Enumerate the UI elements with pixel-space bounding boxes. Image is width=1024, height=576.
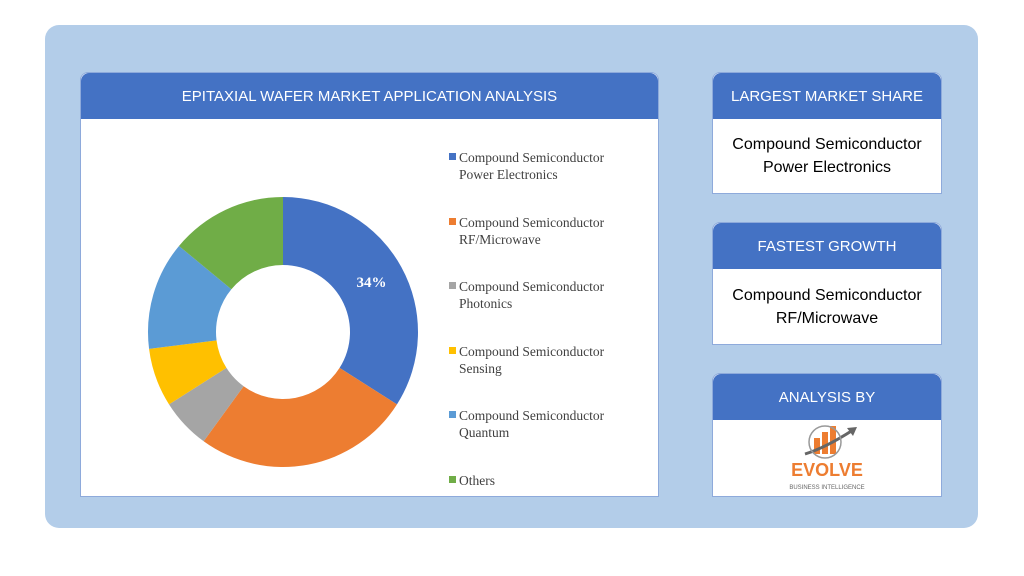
legend-entry: Compound Semiconductor Power Electronics [449, 149, 634, 183]
legend-swatch [449, 346, 456, 354]
info-card: ANALYSIS BY EVOLVE BUSINESS INTELLIGENCE [712, 373, 942, 497]
info-card: FASTEST GROWTH Compound Semiconductor RF… [712, 222, 942, 345]
chart-title: EPITAXIAL WAFER MARKET APPLICATION ANALY… [81, 73, 658, 119]
legend-swatch [449, 475, 456, 483]
legend-label: Compound Semiconductor RF/Microwave [459, 214, 605, 247]
card-text: Compound Semiconductor RF/Microwave [732, 286, 922, 327]
info-card: LARGEST MARKET SHARE Compound Semiconduc… [712, 72, 942, 194]
legend-label: Compound Semiconductor Quantum [459, 408, 605, 440]
legend-entry: Compound Semiconductor Quantum [449, 407, 634, 441]
logo: EVOLVE BUSINESS INTELLIGENCE [789, 425, 865, 491]
card-title: FASTEST GROWTH [713, 223, 941, 269]
card-title: ANALYSIS BY [713, 374, 941, 420]
legend-swatch [449, 217, 456, 225]
legend-swatch [449, 153, 456, 160]
legend-swatch [449, 282, 456, 289]
legend-entry: Compound Semiconductor Sensing [449, 343, 634, 377]
legend-entry: Others [449, 472, 634, 489]
logo-subtext: BUSINESS INTELLIGENCE [789, 485, 864, 491]
legend-label: Compound Semiconductor Sensing [459, 343, 605, 376]
card-text: Compound Semiconductor Power Electronics [732, 136, 922, 176]
legend-entry: Compound Semiconductor RF/Microwave [449, 214, 634, 248]
legend-entry: Compound Semiconductor Photonics [449, 278, 634, 312]
legend-label: Compound Semiconductor Power Electronics [459, 150, 605, 182]
legend-label: Others [459, 472, 495, 488]
logo-text: EVOLVE [791, 460, 863, 480]
legend-label: Compound Semiconductor Photonics [459, 279, 605, 311]
legend-swatch [449, 411, 456, 418]
card-title: LARGEST MARKET SHARE [713, 73, 941, 119]
